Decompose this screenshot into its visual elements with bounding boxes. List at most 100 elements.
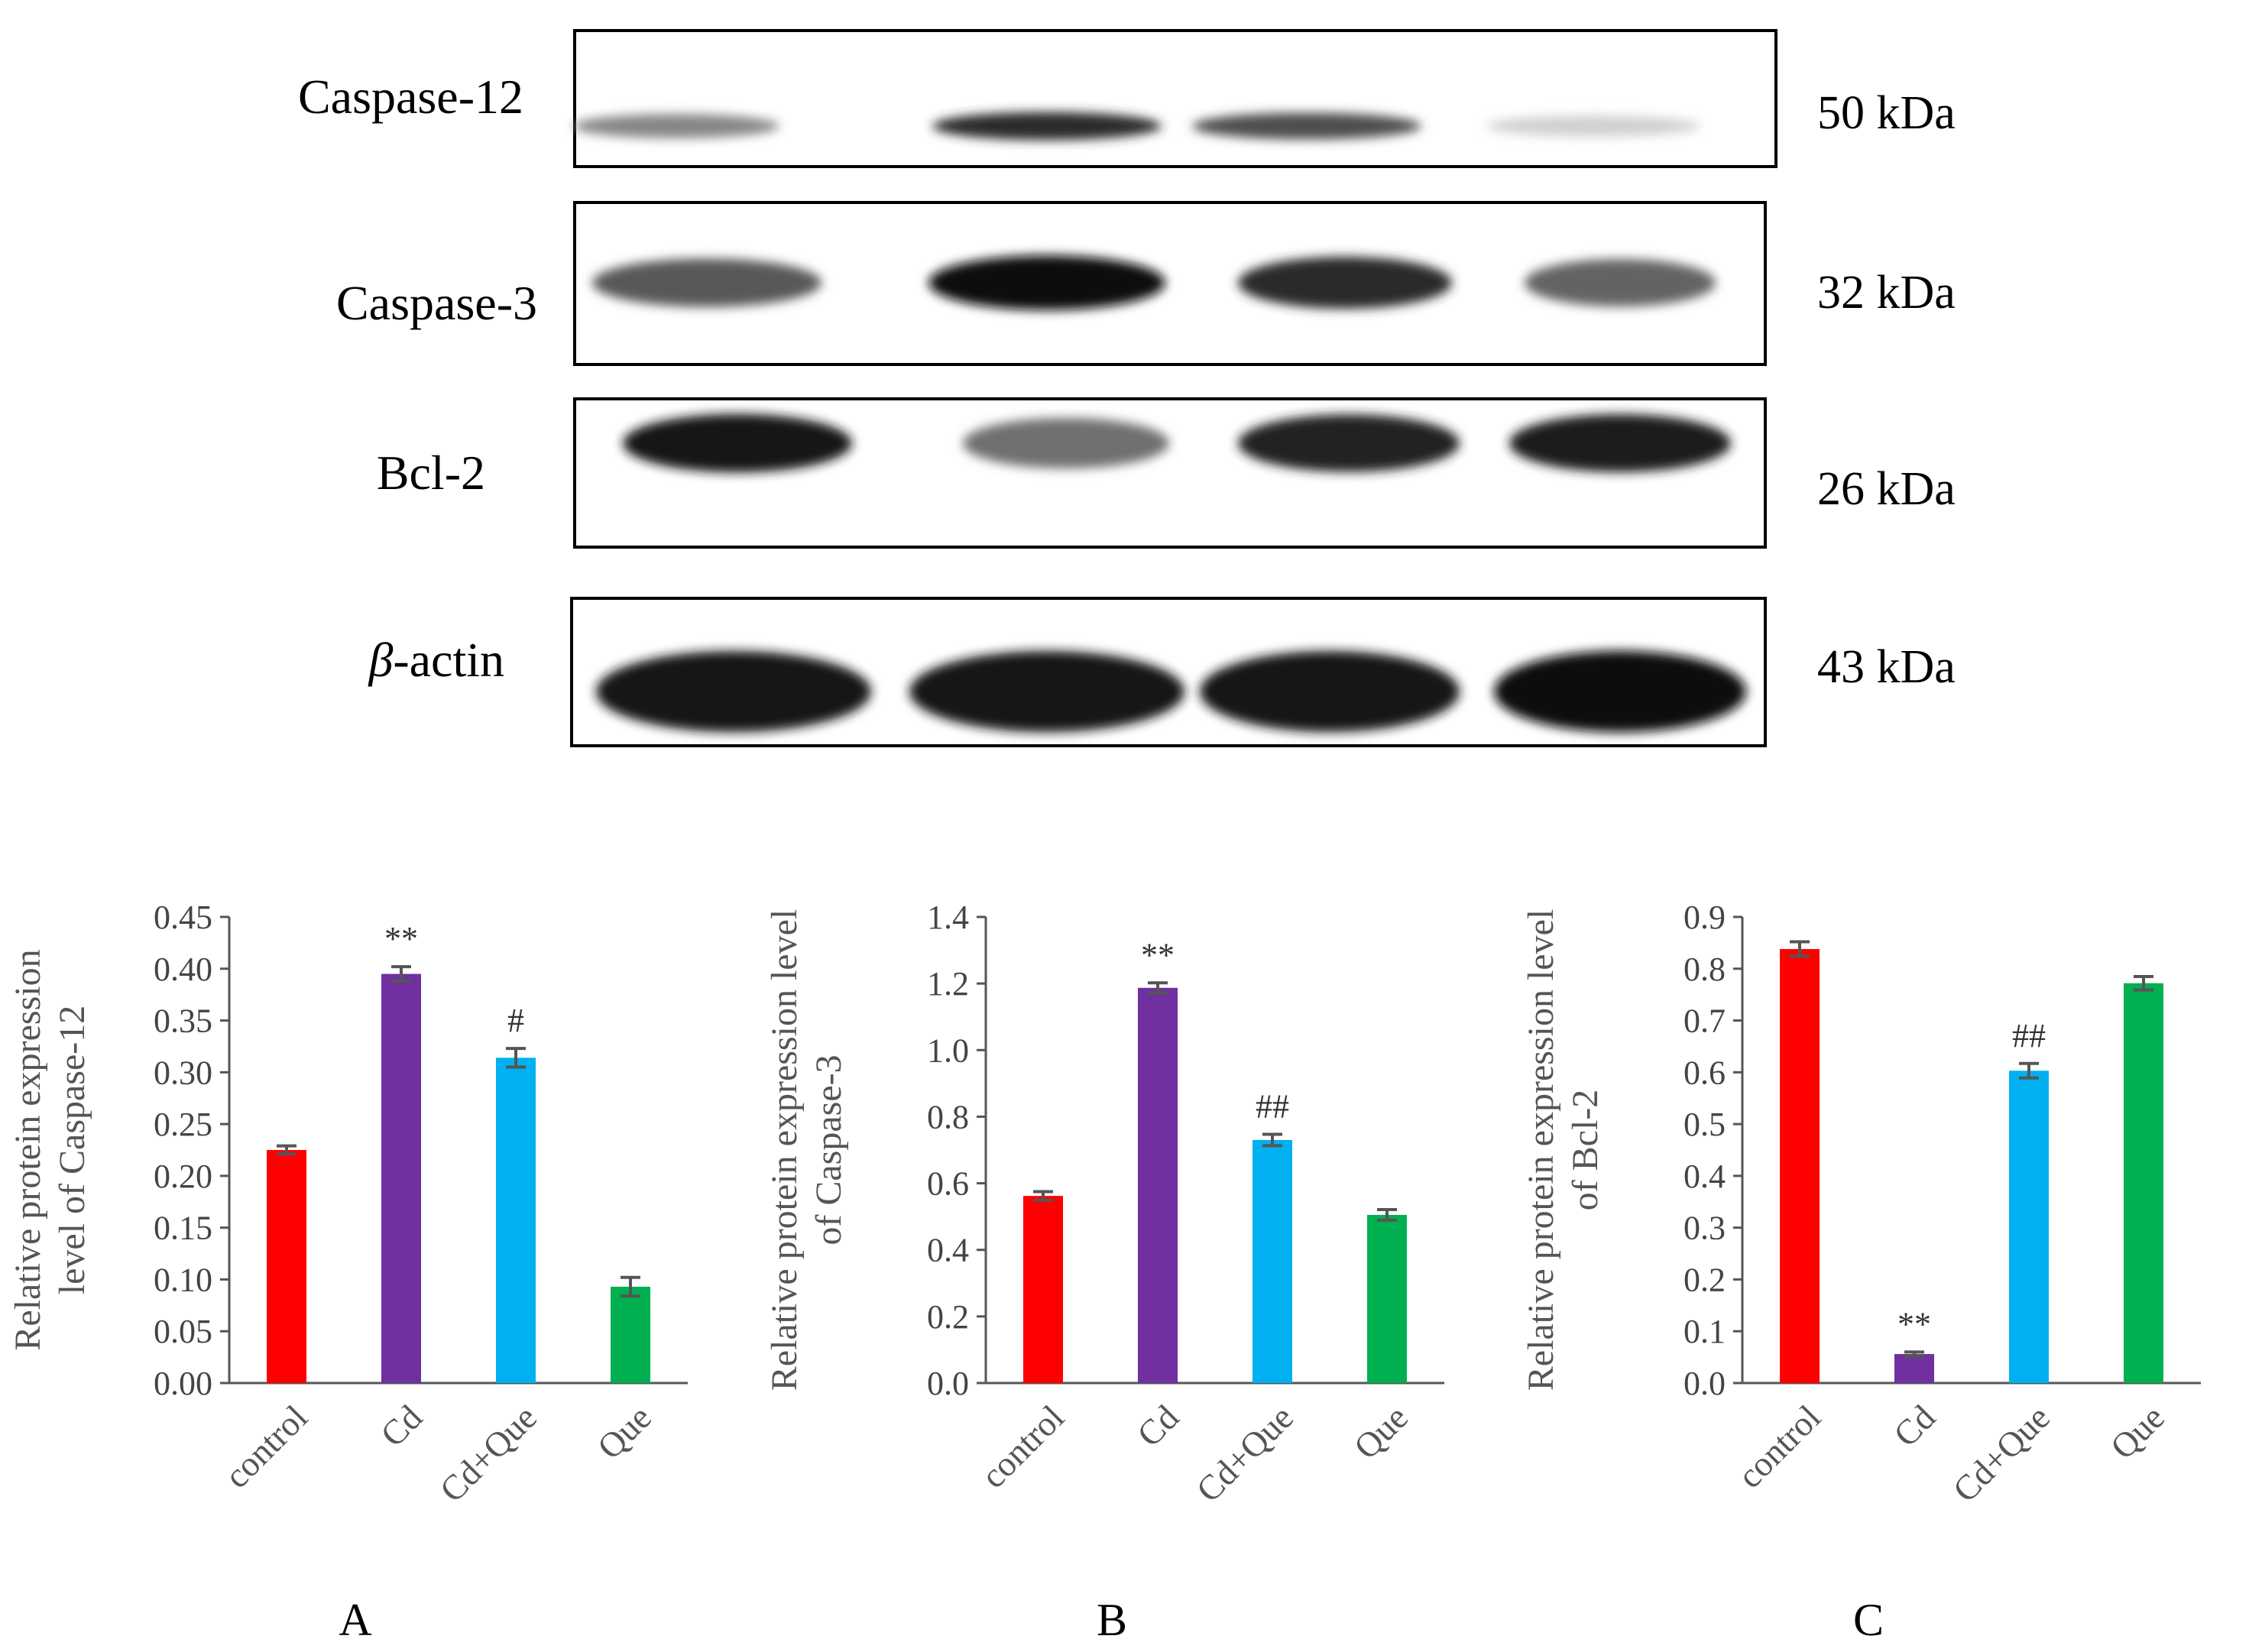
y-tick-label: 0.4 — [927, 1232, 969, 1269]
blot-band — [1509, 414, 1731, 472]
blot-band — [1192, 112, 1421, 140]
y-tick-label: 0.25 — [154, 1106, 212, 1143]
molecular-weight-label: 26 kDa — [1817, 463, 1956, 515]
significance-label: ## — [1256, 1088, 1289, 1126]
y-tick-label: 0.8 — [927, 1098, 969, 1135]
blot-band — [932, 112, 1162, 141]
y-tick-label: 0.7 — [1684, 1003, 1726, 1040]
y-tick-label: 0.35 — [154, 1003, 212, 1040]
blot-band — [596, 650, 871, 733]
category-label: Que — [590, 1398, 659, 1466]
error-bar — [1904, 1350, 1924, 1358]
y-tick-label: 0.6 — [927, 1165, 969, 1203]
error-bar — [621, 1275, 640, 1298]
bar — [1780, 949, 1820, 1383]
error-bar — [1148, 981, 1168, 995]
blot-row-caspase-3: Caspase-3 32 kDa — [336, 201, 1956, 366]
greek-beta: β — [367, 633, 393, 687]
blot-band — [909, 650, 1184, 733]
western-blot-panel: Caspase-12 50 kDa Caspase-3 32 kDa Bcl-2… — [298, 29, 1956, 747]
blot-band — [1494, 650, 1746, 733]
protein-label: Bcl-2 — [377, 445, 485, 500]
significance-label: # — [507, 1002, 524, 1039]
error-bar — [1033, 1190, 1053, 1202]
y-axis-title: Relative protein expression level — [1521, 909, 1561, 1391]
category-label: Cd — [1129, 1398, 1186, 1454]
protein-label: Caspase-12 — [298, 70, 523, 124]
bar — [2124, 983, 2163, 1383]
category-label: Cd — [1886, 1398, 1943, 1454]
y-tick-label: 1.2 — [927, 965, 969, 1003]
y-tick-label: 1.0 — [927, 1032, 969, 1069]
blot-row-caspase-12: Caspase-12 50 kDa — [298, 29, 1956, 168]
category-label: Que — [1346, 1398, 1415, 1466]
category-label: Cd+Que — [1189, 1398, 1301, 1510]
blot-band — [1200, 650, 1460, 733]
y-tick-label: 0.15 — [154, 1210, 212, 1247]
y-tick-label: 0.00 — [154, 1365, 212, 1402]
error-bar — [2134, 974, 2153, 992]
y-axis-title: Relative protein expression — [8, 949, 48, 1350]
y-tick-label: 0.45 — [154, 899, 212, 936]
bar-chart-caspase-3: 0.0 0.2 0.4 0.6 0.8 1.0 1.2 1.4 control ** Cd ## Cd+… — [764, 899, 1444, 1645]
bar — [611, 1286, 650, 1383]
category-label: control — [974, 1398, 1071, 1495]
category-label: control — [1730, 1398, 1828, 1495]
significance-label: ## — [2012, 1017, 2046, 1054]
bar — [267, 1150, 306, 1383]
blot-band — [592, 258, 822, 307]
blot-band — [573, 114, 779, 138]
bar — [1023, 1196, 1063, 1383]
bar-chart-bcl-2: 0.0 0.1 0.2 0.3 0.4 0.5 0.6 0.7 0.8 0.9 control ** C… — [1521, 899, 2201, 1645]
bar — [2009, 1071, 2049, 1383]
bar — [496, 1058, 536, 1383]
category-label: Cd — [373, 1398, 429, 1454]
bar-chart-caspase-12: 0.00 0.05 0.10 0.15 0.20 0.25 0.30 0.35 0.40 0.45… — [8, 899, 688, 1645]
error-bar — [277, 1144, 297, 1156]
y-tick-label: 0.2 — [927, 1298, 969, 1336]
panel-letter: C — [1853, 1595, 1884, 1645]
category-label: Cd+Que — [433, 1398, 545, 1510]
y-tick-label: 0.40 — [154, 951, 212, 988]
y-tick-label: 0.5 — [1684, 1106, 1726, 1143]
error-bar — [1377, 1207, 1397, 1222]
blot-band — [1238, 414, 1460, 472]
category-label: control — [217, 1398, 315, 1495]
molecular-weight-label: 50 kDa — [1817, 87, 1956, 139]
panel-letter: A — [339, 1595, 371, 1645]
y-tick-label: 0.6 — [1684, 1054, 1726, 1091]
y-tick-label: 0.30 — [154, 1054, 212, 1091]
blot-band — [928, 255, 1165, 310]
y-tick-label: 0.20 — [154, 1158, 212, 1195]
y-axis-title: Relative protein expression level — [764, 909, 805, 1391]
significance-label: ** — [384, 920, 418, 957]
y-tick-label: 0.2 — [1684, 1261, 1726, 1298]
y-axis-title: of Caspase-3 — [809, 1054, 849, 1245]
bar — [1138, 987, 1178, 1383]
error-bar — [391, 965, 411, 983]
y-tick-label: 0.0 — [927, 1365, 969, 1402]
molecular-weight-label: 43 kDa — [1817, 641, 1956, 693]
y-tick-label: 0.8 — [1684, 951, 1726, 988]
blot-row-beta-actin: β-actin 43 kDa — [367, 597, 1956, 747]
blot-band — [623, 413, 852, 473]
y-tick-label: 0.3 — [1684, 1210, 1726, 1247]
y-axis-title: level of Caspase-12 — [52, 1006, 92, 1295]
y-tick-label: 0.05 — [154, 1313, 212, 1350]
y-tick-label: 1.4 — [927, 899, 969, 936]
y-tick-label: 0.4 — [1684, 1158, 1726, 1195]
protein-label-rest: -actin — [393, 633, 504, 687]
molecular-weight-label: 32 kDa — [1817, 267, 1956, 319]
category-label: Que — [2103, 1398, 2172, 1466]
blot-row-bcl-2: Bcl-2 26 kDa — [377, 397, 1956, 549]
blot-band — [1238, 256, 1452, 309]
category-label: Cd+Que — [1946, 1398, 2058, 1510]
y-tick-label: 0.10 — [154, 1261, 212, 1298]
protein-label: Caspase-3 — [336, 276, 537, 330]
significance-label: ** — [1141, 936, 1175, 973]
y-tick-label: 0.9 — [1684, 899, 1726, 936]
y-tick-label: 0.0 — [1684, 1365, 1726, 1402]
bar — [1367, 1214, 1407, 1383]
protein-label: β-actin — [367, 633, 504, 687]
blot-band — [1525, 258, 1716, 307]
